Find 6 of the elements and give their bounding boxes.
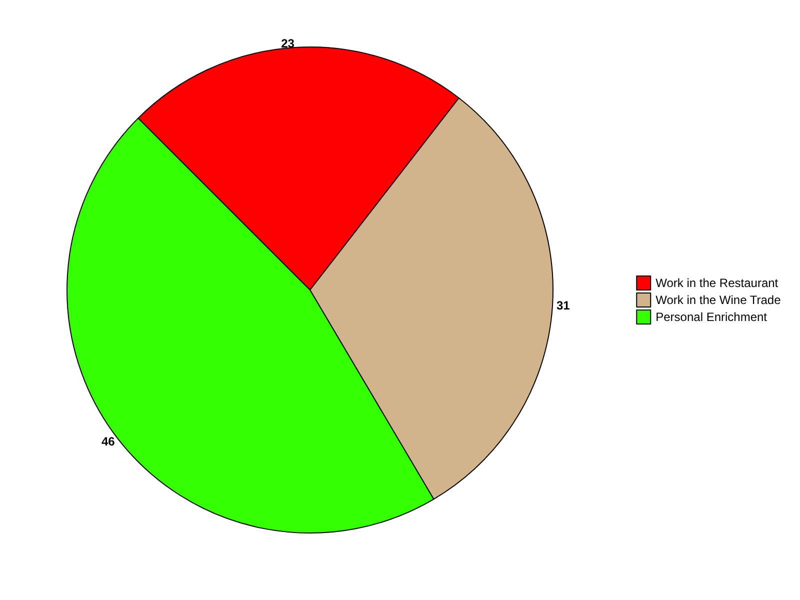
legend-label: Work in the Wine Trade: [656, 293, 782, 307]
legend-label: Work in the Restaurant: [656, 276, 779, 290]
data-label: 23: [281, 36, 295, 50]
legend-label: Personal Enrichment: [656, 310, 768, 324]
data-label: 31: [556, 298, 570, 313]
data-label: 46: [101, 434, 116, 448]
